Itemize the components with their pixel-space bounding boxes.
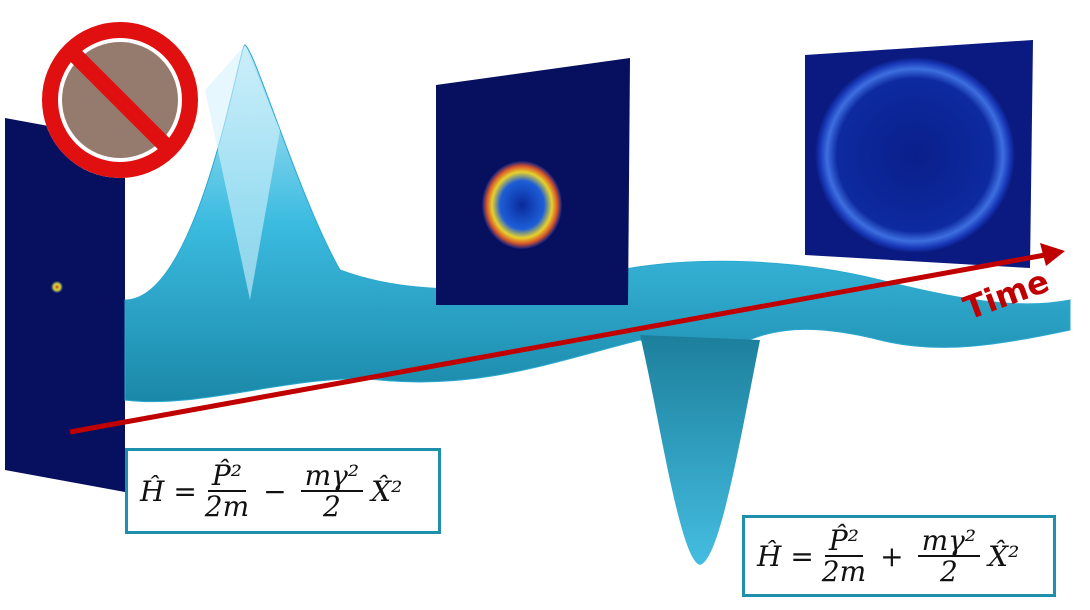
panel-spot (51, 281, 63, 293)
operator: + (880, 539, 904, 573)
denominator: 2m (204, 490, 250, 523)
denominator: 2m (821, 555, 867, 588)
panel-ring (815, 57, 1015, 253)
numerator: P̂² (824, 525, 863, 557)
wave-trough (640, 335, 760, 565)
wave-surface (124, 44, 1071, 403)
time-arrow (69, 252, 1046, 435)
prohibition-ring (42, 22, 198, 178)
numerator: P̂² (207, 460, 246, 492)
equation-box: Ĥ = P̂² 2m + mγ² 2 X̂² (742, 515, 1056, 597)
arrow-head (1040, 243, 1065, 266)
operator: − (263, 474, 287, 508)
panel-ring (482, 161, 562, 249)
eq-term: X̂² (371, 474, 403, 508)
eq-lhs: Ĥ = (140, 474, 197, 508)
denominator: 2 (939, 555, 958, 588)
denominator: 2 (322, 490, 341, 523)
equation-box: Ĥ = P̂² 2m − mγ² 2 X̂² (125, 448, 441, 534)
fraction: P̂² 2m (821, 525, 867, 588)
eq-term: X̂² (988, 539, 1020, 573)
numerator: mγ² (917, 525, 981, 557)
fraction: P̂² 2m (204, 460, 250, 523)
fraction: mγ² 2 (300, 460, 364, 523)
panel (5, 118, 125, 492)
prohibition-bar (64, 44, 176, 156)
eq-lhs: Ĥ = (757, 539, 814, 573)
wave-highlight (205, 45, 280, 300)
fraction: mγ² 2 (917, 525, 981, 588)
numerator: mγ² (300, 460, 364, 492)
